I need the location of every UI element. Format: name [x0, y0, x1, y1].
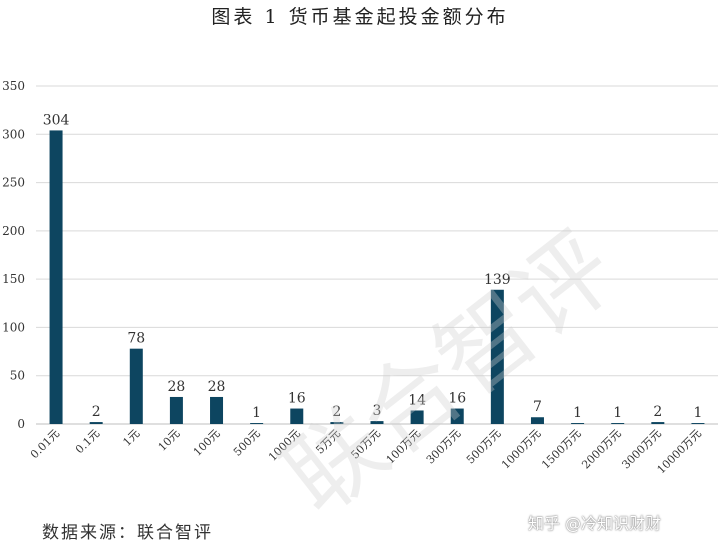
data-label: 28	[208, 379, 226, 395]
data-label: 3	[373, 403, 382, 419]
source-note: 数据来源：联合智评	[42, 523, 213, 543]
bar	[530, 417, 544, 424]
bar	[651, 422, 665, 424]
y-tick-label: 100	[2, 320, 25, 334]
y-tick-label: 350	[2, 79, 25, 93]
bar	[571, 423, 585, 424]
x-tick-label: 300万元	[424, 427, 464, 467]
bar	[49, 130, 63, 424]
x-tick-label: 1500万元	[539, 427, 584, 472]
bar	[290, 408, 304, 424]
data-label: 28	[167, 379, 185, 395]
bar	[490, 289, 504, 424]
x-axis-ticks: 0.01元 0.1元 1元 10元 100元 500元 1000元 5万元 50万元 100万元 3…	[28, 427, 704, 476]
x-tick-label: 0.01元	[28, 427, 62, 461]
attribution-text: 知乎 @冷知识财财	[528, 514, 662, 533]
bars	[49, 130, 705, 424]
data-label: 16	[448, 391, 466, 407]
x-tick-label: 10元	[156, 427, 183, 454]
bar	[370, 421, 384, 424]
y-axis-ticks: 0 50 100 150 200 250 300 350	[2, 79, 25, 431]
bar	[129, 348, 143, 424]
chart-title: 图表 1 货币基金起投金额分布	[211, 6, 509, 28]
y-tick-label: 250	[2, 176, 25, 190]
x-tick-label: 0.1元	[73, 427, 102, 456]
x-tick-label: 5万元	[313, 427, 343, 457]
y-tick-label: 0	[17, 417, 25, 431]
data-label: 1	[573, 405, 582, 421]
x-tick-label: 1000元	[266, 427, 303, 464]
x-tick-label: 100元	[191, 427, 223, 459]
y-tick-label: 200	[2, 224, 25, 238]
data-labels: 304 2 78 28 28 1 16 2 3 14 16 139 7 1 1 2 1	[43, 112, 703, 421]
y-tick-label: 300	[2, 127, 25, 141]
data-label: 78	[127, 331, 145, 347]
x-tick-label: 1元	[120, 427, 142, 449]
data-label: 1	[613, 405, 622, 421]
data-label: 7	[533, 399, 542, 415]
bar	[691, 423, 705, 424]
data-label: 304	[43, 112, 70, 128]
bar	[210, 396, 224, 424]
data-label: 2	[653, 404, 662, 420]
x-tick-label: 100万元	[384, 427, 424, 467]
bar	[450, 408, 464, 424]
y-tick-label: 50	[10, 369, 25, 383]
data-label: 2	[332, 404, 341, 420]
x-tick-label: 500万元	[464, 427, 504, 467]
data-label: 2	[92, 404, 101, 420]
bar	[410, 410, 424, 424]
x-tick-label: 2000万元	[579, 427, 624, 472]
y-tick-label: 150	[2, 272, 25, 286]
data-label: 14	[408, 392, 426, 408]
bar	[330, 422, 344, 424]
bar	[89, 422, 103, 424]
data-label: 1	[693, 405, 702, 421]
data-label: 1	[252, 405, 261, 421]
data-label: 139	[484, 272, 511, 288]
bar	[250, 423, 264, 424]
bar	[169, 396, 183, 424]
x-tick-label: 50万元	[348, 427, 383, 462]
x-tick-label: 1000万元	[499, 427, 544, 472]
data-label: 16	[288, 391, 306, 407]
bar	[611, 423, 625, 424]
x-tick-label: 500元	[231, 427, 263, 459]
